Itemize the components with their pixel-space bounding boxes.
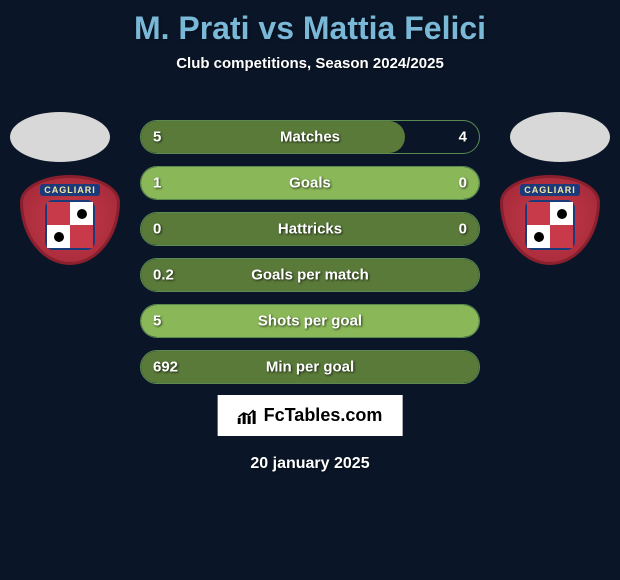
chart-icon bbox=[238, 408, 258, 424]
shield-quad bbox=[47, 225, 70, 248]
moor-head-icon bbox=[534, 232, 544, 242]
stat-left-value: 0.2 bbox=[153, 267, 174, 284]
stat-label: Min per goal bbox=[266, 359, 354, 376]
date-label: 20 january 2025 bbox=[250, 455, 369, 473]
shield-icon: CAGLIARI bbox=[20, 175, 120, 265]
stat-label: Goals bbox=[289, 175, 331, 192]
stat-left-value: 1 bbox=[153, 175, 161, 192]
stat-row-matches: 5 Matches 4 bbox=[140, 120, 480, 154]
shield-inner bbox=[45, 200, 95, 250]
moor-head-icon bbox=[54, 232, 64, 242]
stat-right-value: 0 bbox=[459, 175, 467, 192]
shield-shape: CAGLIARI bbox=[500, 175, 600, 265]
stat-label: Matches bbox=[280, 129, 340, 146]
stat-left-value: 0 bbox=[153, 221, 161, 238]
stat-left-value: 692 bbox=[153, 359, 178, 376]
shield-quad bbox=[47, 202, 70, 225]
stat-label: Hattricks bbox=[278, 221, 342, 238]
shield-shape: CAGLIARI bbox=[20, 175, 120, 265]
infographic-container: M. Prati vs Mattia Felici Club competiti… bbox=[0, 0, 620, 580]
shield-quad bbox=[527, 202, 550, 225]
stats-panel: 5 Matches 4 1 Goals 0 0 Hattricks 0 0.2 … bbox=[140, 120, 480, 396]
club-badge-right: CAGLIARI bbox=[500, 175, 600, 265]
club-badge-left: CAGLIARI bbox=[20, 175, 120, 265]
shield-quad bbox=[70, 225, 93, 248]
moor-head-icon bbox=[557, 209, 567, 219]
stat-label: Goals per match bbox=[251, 267, 369, 284]
page-title: M. Prati vs Mattia Felici bbox=[0, 0, 620, 47]
player-avatar-right bbox=[510, 112, 610, 162]
branding-box: FcTables.com bbox=[218, 395, 403, 436]
stat-left-value: 5 bbox=[153, 129, 161, 146]
stat-row-shots-per-goal: 5 Shots per goal bbox=[140, 304, 480, 338]
stat-fill bbox=[141, 121, 405, 153]
shield-inner bbox=[525, 200, 575, 250]
subtitle: Club competitions, Season 2024/2025 bbox=[0, 55, 620, 72]
stat-row-goals-per-match: 0.2 Goals per match bbox=[140, 258, 480, 292]
stat-right-value: 4 bbox=[459, 129, 467, 146]
club-name-label: CAGLIARI bbox=[520, 184, 580, 196]
stat-row-min-per-goal: 692 Min per goal bbox=[140, 350, 480, 384]
branding-text: FcTables.com bbox=[264, 405, 383, 426]
player-avatar-left bbox=[10, 112, 110, 162]
club-name-label: CAGLIARI bbox=[40, 184, 100, 196]
shield-quad bbox=[550, 225, 573, 248]
stat-row-hattricks: 0 Hattricks 0 bbox=[140, 212, 480, 246]
stat-right-value: 0 bbox=[459, 221, 467, 238]
stat-left-value: 5 bbox=[153, 313, 161, 330]
moor-head-icon bbox=[77, 209, 87, 219]
shield-icon: CAGLIARI bbox=[500, 175, 600, 265]
stat-row-goals: 1 Goals 0 bbox=[140, 166, 480, 200]
shield-quad bbox=[550, 202, 573, 225]
shield-quad bbox=[527, 225, 550, 248]
shield-quad bbox=[70, 202, 93, 225]
stat-label: Shots per goal bbox=[258, 313, 362, 330]
